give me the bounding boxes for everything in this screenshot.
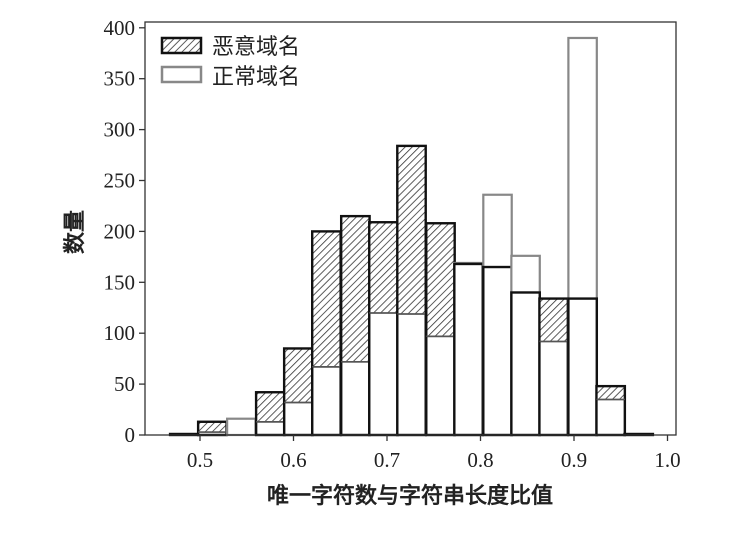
bar-malicious-hatch bbox=[426, 223, 455, 337]
y-tick-label: 350 bbox=[104, 67, 136, 91]
bar-normal bbox=[567, 36, 598, 437]
bar-normal bbox=[255, 420, 286, 437]
bar-normal bbox=[311, 365, 342, 437]
y-axis: 0 50 100 150 200 250 300 350 400 bbox=[104, 16, 145, 447]
bar-normal bbox=[595, 398, 626, 437]
bar-malicious-hatch bbox=[198, 421, 227, 432]
x-tick-label: 0.9 bbox=[561, 448, 587, 472]
bar-normal bbox=[283, 401, 314, 437]
plot-frame bbox=[144, 21, 677, 436]
y-axis-label: 数量 bbox=[62, 210, 87, 254]
bar-normal bbox=[340, 360, 371, 437]
bar-malicious-hatch bbox=[284, 348, 313, 403]
x-axis-label: 唯一字符数与字符串长度比值 bbox=[267, 483, 553, 508]
y-tick-label: 0 bbox=[125, 423, 136, 447]
bar-malicious-hatch bbox=[369, 222, 398, 313]
y-tick-label: 100 bbox=[104, 321, 136, 345]
bar-malicious-hatch bbox=[539, 298, 568, 342]
y-tick-label: 50 bbox=[114, 372, 135, 396]
y-tick-label: 200 bbox=[104, 219, 136, 243]
bar-normal bbox=[396, 312, 427, 437]
bar-malicious-hatch bbox=[341, 216, 370, 362]
bar-normal bbox=[510, 254, 541, 437]
x-tick-label: 0.5 bbox=[187, 448, 213, 472]
bars-group bbox=[168, 36, 655, 437]
x-tick-label: 1.0 bbox=[654, 448, 680, 472]
x-tick-label: 0.8 bbox=[467, 448, 493, 472]
x-axis: 0.5 0.6 0.7 0.8 0.9 1.0 bbox=[187, 435, 681, 472]
legend-swatch-malicious bbox=[160, 36, 203, 55]
y-tick-label: 150 bbox=[104, 270, 136, 294]
bar-normal bbox=[482, 193, 513, 437]
y-tick-label: 250 bbox=[104, 169, 136, 193]
bar-normal bbox=[538, 340, 569, 437]
y-tick-label: 300 bbox=[104, 118, 136, 142]
bar-malicious-hatch bbox=[596, 386, 625, 400]
legend: 恶意域名 正常域名 bbox=[160, 34, 300, 89]
y-tick-label: 400 bbox=[104, 16, 136, 40]
bar-normal bbox=[368, 311, 399, 437]
bar-normal bbox=[453, 261, 484, 437]
bar-normal bbox=[425, 335, 456, 437]
bar-malicious-hatch bbox=[256, 392, 285, 422]
x-tick-label: 0.6 bbox=[280, 448, 306, 472]
bar-malicious-hatch bbox=[312, 231, 341, 367]
bar-malicious-hatch bbox=[397, 145, 426, 314]
legend-swatch-normal bbox=[160, 65, 203, 84]
legend-label-normal: 正常域名 bbox=[212, 64, 300, 89]
x-tick-label: 0.7 bbox=[374, 448, 400, 472]
legend-label-malicious: 恶意域名 bbox=[212, 34, 300, 59]
bar-normal bbox=[226, 417, 257, 437]
